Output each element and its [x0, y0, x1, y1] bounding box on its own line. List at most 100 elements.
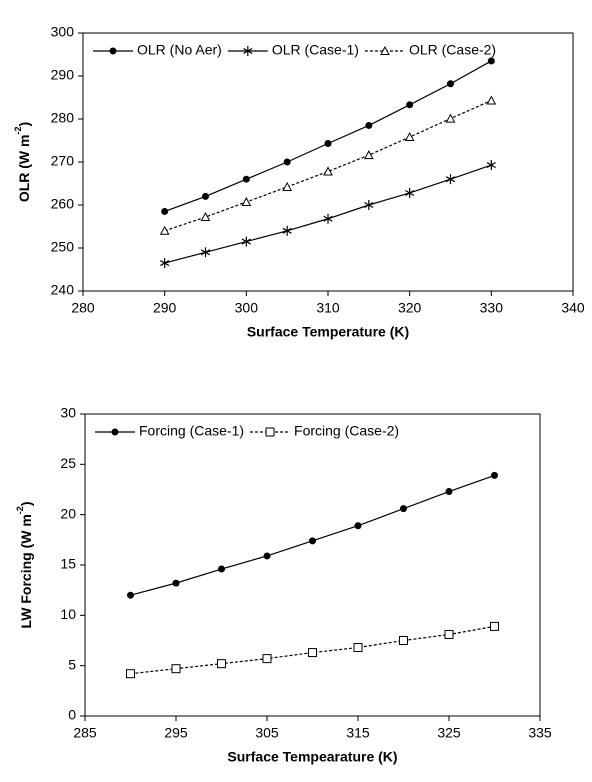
- marker: [282, 181, 292, 191]
- series-line: [164, 60, 492, 213]
- marker: [308, 648, 317, 658]
- series-line: [130, 625, 495, 675]
- legend-label: Forcing (Case-1): [139, 423, 244, 439]
- marker: [282, 225, 292, 236]
- series-line: [130, 474, 495, 596]
- y-axis-label: OLR (W m-2): [13, 122, 31, 202]
- marker: [323, 213, 333, 224]
- marker: [491, 471, 498, 479]
- y-tick-label: 300: [51, 24, 75, 40]
- legend-label: OLR (Case-1): [272, 42, 359, 58]
- marker: [161, 207, 169, 215]
- marker-stroke: [160, 260, 170, 267]
- marker: [406, 101, 414, 109]
- x-tick-label: 290: [153, 300, 177, 316]
- y-tick-label: 270: [51, 153, 75, 169]
- y-tick-label: 290: [51, 67, 75, 83]
- marker: [241, 196, 252, 206]
- marker: [218, 565, 225, 573]
- x-tick-label: 300: [235, 300, 259, 316]
- marker: [242, 175, 250, 183]
- x-tick-label: 325: [437, 725, 461, 741]
- marker: [364, 200, 374, 210]
- marker: [324, 140, 332, 148]
- marker: [445, 488, 453, 496]
- marker: [283, 158, 291, 166]
- y-axis-label-sup: -2: [15, 506, 25, 514]
- marker: [126, 669, 135, 679]
- marker: [309, 537, 316, 545]
- x-tick-label: 340: [561, 300, 585, 316]
- marker: [323, 166, 333, 176]
- marker-stroke: [364, 201, 374, 209]
- marker: [200, 211, 211, 222]
- marker: [265, 427, 275, 437]
- x-tick-label: 280: [71, 300, 95, 316]
- marker: [241, 236, 251, 247]
- plot-frame: [82, 32, 574, 292]
- x-tick-label: 320: [398, 300, 422, 316]
- marker: [447, 80, 454, 88]
- y-tick-label: 240: [51, 282, 75, 298]
- marker: [159, 225, 170, 235]
- marker-stroke: [243, 47, 253, 55]
- y-axis-label-end: ): [16, 122, 32, 127]
- marker: [172, 579, 180, 587]
- marker: [127, 591, 134, 599]
- marker: [404, 131, 415, 142]
- y-tick-label: 250: [51, 239, 75, 255]
- y-axis-label-text: OLR (W m: [16, 135, 32, 203]
- marker: [171, 664, 181, 674]
- marker: [487, 57, 495, 65]
- y-tick-label: 20: [60, 505, 76, 521]
- marker: [354, 522, 362, 530]
- marker: [445, 174, 456, 185]
- marker: [445, 113, 456, 123]
- legend-label: Forcing (Case-2): [294, 423, 399, 439]
- series-line: [164, 99, 492, 232]
- marker: [405, 187, 415, 198]
- marker: [364, 150, 374, 160]
- y-tick-label: 30: [60, 405, 76, 421]
- marker: [200, 247, 211, 258]
- y-tick-label: 10: [60, 606, 76, 622]
- marker: [444, 629, 454, 639]
- marker: [400, 505, 407, 513]
- y-tick-label: 5: [68, 656, 76, 672]
- marker-stroke: [445, 176, 456, 183]
- x-tick-label: 315: [346, 725, 370, 741]
- x-tick-label: 305: [255, 725, 279, 741]
- marker: [109, 47, 117, 55]
- marker: [380, 45, 390, 55]
- x-tick-label: 285: [73, 725, 97, 741]
- marker: [263, 552, 271, 560]
- y-axis-label-end: ): [18, 501, 34, 506]
- y-tick-label: 260: [51, 196, 75, 212]
- x-tick-label: 335: [528, 725, 552, 741]
- marker: [486, 160, 496, 171]
- y-tick-label: 15: [60, 556, 76, 572]
- marker: [160, 258, 170, 269]
- marker-stroke: [323, 215, 333, 222]
- marker: [486, 95, 497, 105]
- marker: [399, 636, 408, 645]
- y-axis-label: LW Forcing (W m-2): [15, 501, 33, 628]
- x-axis-label: Surface Temperature (K): [247, 324, 409, 340]
- marker: [202, 192, 209, 200]
- y-tick-label: 280: [51, 110, 75, 126]
- legend-label: OLR (No Aer): [137, 42, 222, 58]
- marker-stroke: [486, 161, 496, 169]
- marker: [490, 621, 499, 631]
- y-tick-label: 0: [68, 707, 76, 723]
- marker-stroke: [200, 249, 211, 256]
- y-axis-label-text: LW Forcing (W m: [18, 514, 34, 628]
- marker-stroke: [241, 238, 251, 245]
- marker: [353, 643, 363, 653]
- marker: [262, 654, 272, 664]
- x-axis-label: Surface Tempearature (K): [227, 749, 397, 765]
- x-tick-label: 330: [480, 300, 504, 316]
- marker-stroke: [282, 227, 292, 234]
- marker: [243, 46, 253, 56]
- y-axis-label-sup: -2: [13, 127, 23, 135]
